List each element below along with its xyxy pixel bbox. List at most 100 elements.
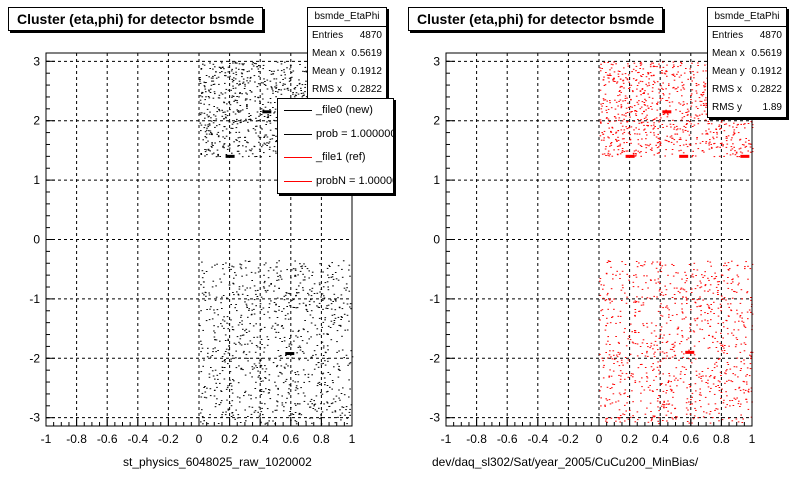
data-point [332,278,335,280]
data-point [625,302,628,304]
right-stats-box[interactable]: bsmde_EtaPhi Entries 4870 Mean x 0.5619 Me… [707,7,787,118]
data-point [238,84,240,86]
data-point [284,74,286,76]
data-point [701,150,704,152]
data-point [226,297,228,299]
data-point [318,407,320,409]
legend-box[interactable]: _file0 (new) prob = 1.000000 _file1 (ref… [277,98,394,194]
data-point [202,281,205,283]
data-point [276,366,278,368]
data-point [274,128,277,130]
data-point [260,411,263,413]
data-point [733,397,736,399]
data-point [234,87,237,89]
data-point [739,302,742,304]
data-point [218,94,221,96]
data-point [282,382,285,384]
data-point [714,409,716,411]
data-point [272,107,274,108]
data-point [286,67,288,69]
data-point [667,380,670,382]
data-point [642,74,644,75]
data-point [255,156,258,157]
data-point [264,134,267,136]
data-point [325,391,328,393]
data-point [258,120,260,121]
data-point [623,67,625,69]
data-point [693,318,696,320]
data-point [633,274,635,276]
data-point [715,408,717,410]
data-point [644,355,647,357]
data-point [262,144,264,146]
left-stats-box[interactable]: bsmde_EtaPhi Entries 4870 Mean x 0.5619 Me… [307,7,387,100]
data-point [271,87,273,89]
data-point [249,77,252,79]
data-point [644,90,646,92]
data-point [743,325,746,327]
data-point [733,329,735,331]
data-point [751,124,754,126]
data-point [662,66,665,68]
data-point [731,332,733,334]
data-point [744,326,747,328]
data-point [750,356,753,358]
hotspot-point [685,350,695,354]
legend-entry-probn: probN = 1.000000 [278,170,393,194]
data-point [725,140,728,142]
data-point [715,286,718,288]
data-point [661,351,664,353]
data-point [672,265,675,266]
data-point [611,155,614,157]
data-point [717,294,719,295]
data-point [674,302,676,304]
data-point [260,394,263,395]
data-point [679,378,682,380]
data-point [208,90,211,92]
data-point [717,307,720,309]
data-point [610,375,613,377]
data-point [223,101,225,103]
data-point [233,277,235,279]
data-point [276,279,278,281]
data-point [622,413,624,415]
data-point [258,415,261,417]
data-point [244,301,246,303]
data-point [606,322,609,324]
data-point [669,123,672,125]
data-point [727,135,730,137]
data-point [653,295,655,297]
right-plot[interactable]: -1 -0.8 -0.6 -0.4 -0.2 0 0.2 0.4 0.6 0.8 1-3-2-101… [400,0,800,480]
data-point [635,149,637,151]
data-point [679,103,682,105]
data-point [319,291,321,293]
data-point [706,320,709,322]
data-point [731,279,733,281]
data-point [602,315,604,316]
data-point [205,75,208,76]
data-point [621,372,624,374]
data-point [213,325,215,327]
data-point [241,320,243,322]
data-point [643,124,645,126]
data-point [223,68,225,70]
data-point [221,71,223,73]
data-point [335,300,337,302]
data-point [625,112,627,114]
data-point [284,380,287,382]
data-point [743,350,746,352]
data-point [660,405,663,407]
data-point [316,292,319,294]
data-point [645,76,648,78]
data-point [317,366,320,368]
data-point [231,95,234,97]
data-point [708,413,711,415]
data-point [216,386,218,388]
data-point [676,73,678,75]
data-point [661,291,663,293]
data-point [289,68,291,70]
data-point [737,376,739,378]
data-point [239,263,241,265]
data-point [599,135,602,137]
data-point [713,367,716,369]
